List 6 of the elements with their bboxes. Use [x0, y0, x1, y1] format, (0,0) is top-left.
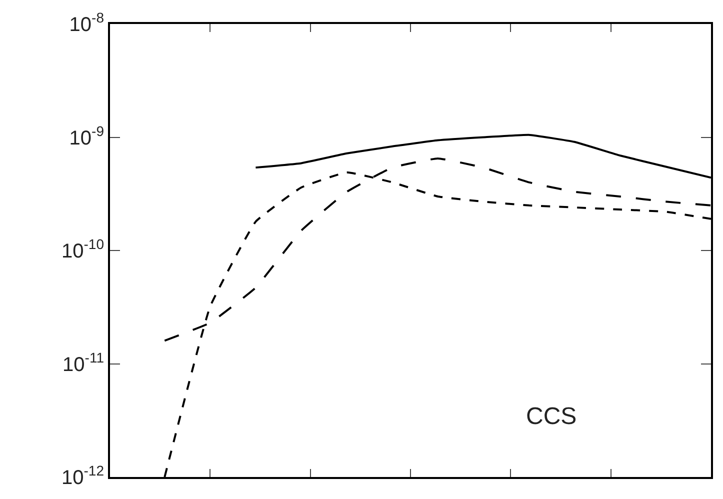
- y-tick-label: 10$^{-10}$: [62, 236, 104, 262]
- y-tick-label: 10$^{-11}$: [62, 349, 104, 376]
- annotation: CCS: [526, 403, 577, 430]
- y-tick-label: 10$^{-9}$: [69, 122, 104, 150]
- y-tick-label: 10$^{-8}$: [69, 10, 104, 36]
- y-tick-label: 10$^{-12}$: [62, 462, 104, 489]
